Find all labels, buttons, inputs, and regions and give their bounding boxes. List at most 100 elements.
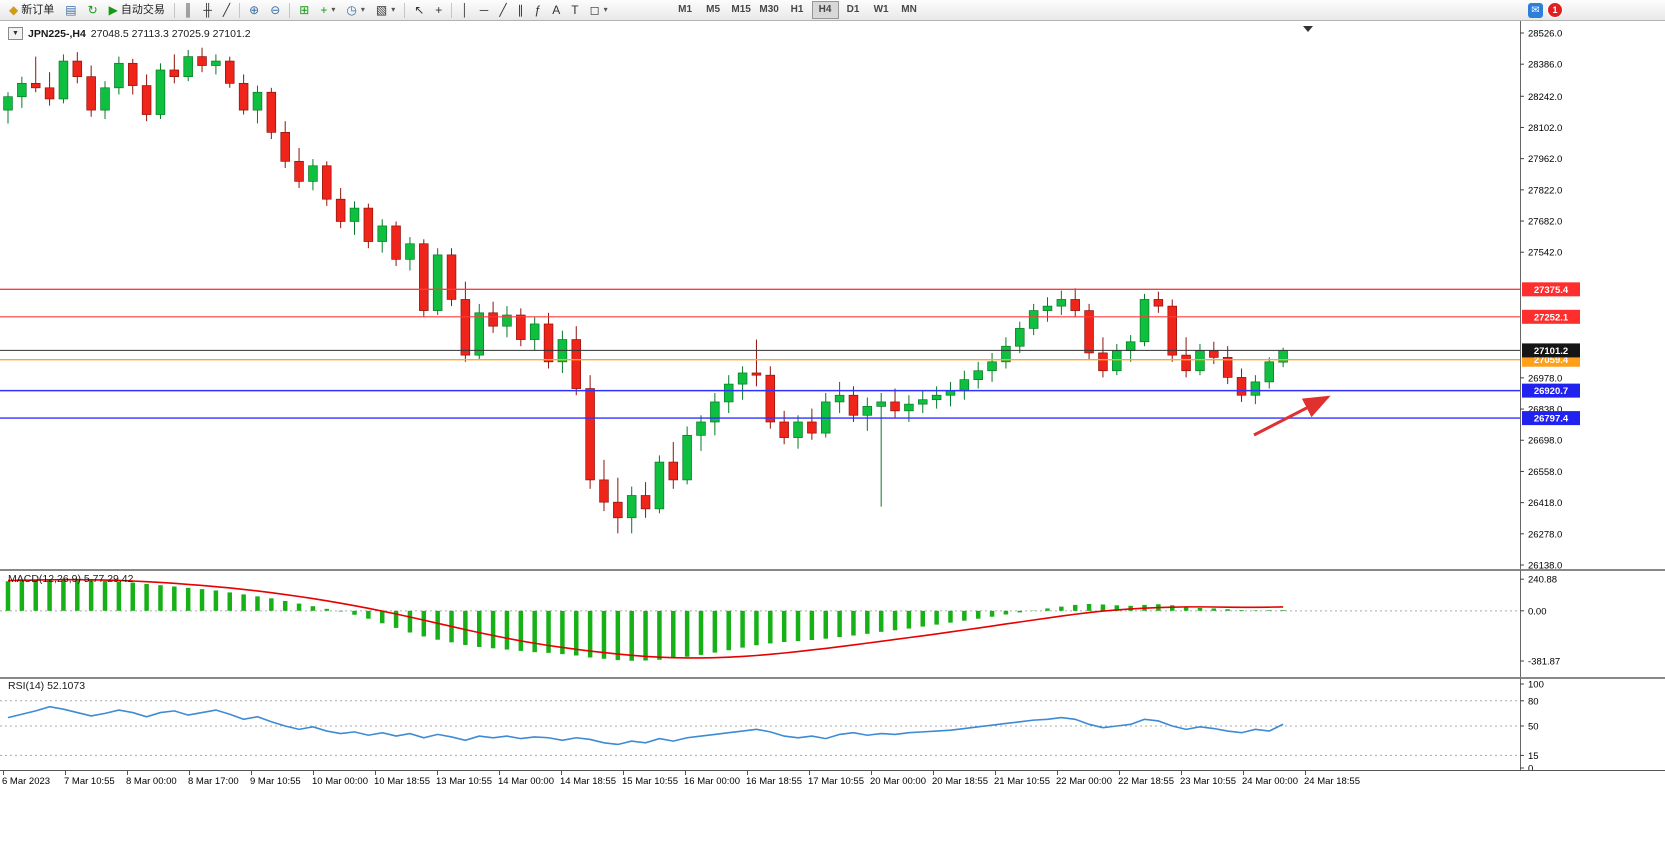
time-axis-tick bbox=[3, 771, 4, 775]
time-axis-label: 9 Mar 10:55 bbox=[250, 776, 301, 787]
profile-button[interactable]: ▤ bbox=[60, 1, 81, 19]
toolbar-right-icons: ✉ 1 bbox=[1528, 2, 1661, 18]
time-axis-label: 14 Mar 00:00 bbox=[498, 776, 554, 787]
svg-text:27962.0: 27962.0 bbox=[1528, 154, 1562, 165]
macd-panel-canvas[interactable]: 240.88 0.00 -381.87 bbox=[0, 570, 1665, 678]
svg-text:26920.7: 26920.7 bbox=[1534, 386, 1568, 397]
channel-tool-button[interactable]: ∥ bbox=[513, 1, 529, 19]
bar-chart-icon: ║ bbox=[183, 3, 193, 17]
time-axis-tick bbox=[1243, 771, 1244, 775]
one-click-trading-toggle[interactable]: ▼ bbox=[8, 27, 23, 40]
time-axis-tick bbox=[127, 771, 128, 775]
price-axis[interactable]: 28526.0 28386.0 28242.0 28102.0 27962.0 27822… bbox=[1520, 21, 1580, 570]
svg-text:50: 50 bbox=[1528, 722, 1539, 733]
time-axis-tick bbox=[685, 771, 686, 775]
refresh-icon: ↻ bbox=[87, 3, 98, 17]
fibonacci-icon: ƒ bbox=[534, 3, 542, 17]
timeframe-h4-button[interactable]: H4 bbox=[811, 1, 839, 19]
zoom-out-icon: ⊖ bbox=[270, 3, 281, 17]
toolbar-separator bbox=[451, 2, 453, 18]
notification-badge[interactable]: 1 bbox=[1547, 2, 1563, 18]
horizontal-line-icon: ─ bbox=[479, 3, 489, 17]
line-chart-type-button[interactable]: ╱ bbox=[218, 1, 235, 19]
timeframe-mn-button[interactable]: MN bbox=[896, 1, 923, 19]
cursor-button[interactable]: ↖ bbox=[409, 1, 429, 19]
timeframe-d1-button[interactable]: D1 bbox=[840, 1, 867, 19]
timeframe-w1-button[interactable]: W1 bbox=[868, 1, 895, 19]
time-axis-tick bbox=[933, 771, 934, 775]
toolbar: ◆ 新订单 ▤ ↻ ▶ 自动交易 ║ ╫ ╱ ⊕ ⊖ ⊞ + ▾ ◷ ▾ ▧ ▾ bbox=[0, 0, 1665, 21]
time-axis-label: 10 Mar 18:55 bbox=[374, 776, 430, 787]
autotrade-button[interactable]: ▶ 自动交易 bbox=[104, 1, 170, 19]
new-order-button[interactable]: ◆ 新订单 bbox=[4, 1, 59, 19]
horizontal-line-tool-button[interactable]: ─ bbox=[475, 1, 494, 19]
chart-shift-marker[interactable] bbox=[1303, 26, 1313, 32]
time-axis-tick bbox=[189, 771, 190, 775]
line-chart-icon: ╱ bbox=[222, 3, 231, 17]
channel-icon: ∥ bbox=[517, 3, 524, 17]
timeframe-group: M1 M5 M15 M30 H1 H4 D1 W1 MN bbox=[672, 1, 923, 19]
dropdown-arrow-icon: ▾ bbox=[331, 5, 336, 14]
time-axis-label: 24 Mar 00:00 bbox=[1242, 776, 1298, 787]
zoom-out-button[interactable]: ⊖ bbox=[265, 1, 285, 19]
time-axis-label: 20 Mar 18:55 bbox=[932, 776, 988, 787]
time-axis[interactable]: 6 Mar 2023 7 Mar 10:55 8 Mar 00:00 8 Mar 17… bbox=[0, 770, 1665, 793]
templates-button[interactable]: ▧ ▾ bbox=[371, 1, 400, 19]
time-axis-label: 7 Mar 10:55 bbox=[64, 776, 115, 787]
svg-text:26797.4: 26797.4 bbox=[1534, 414, 1569, 425]
toolbar-separator bbox=[239, 2, 241, 18]
fibonacci-tool-button[interactable]: ƒ bbox=[530, 1, 547, 19]
zoom-in-icon: ⊕ bbox=[249, 3, 260, 17]
timeframe-h1-button[interactable]: H1 bbox=[784, 1, 811, 19]
periods-clock-button[interactable]: ◷ ▾ bbox=[341, 1, 370, 19]
text-tool-button[interactable]: A bbox=[547, 1, 565, 19]
time-axis-tick bbox=[1057, 771, 1058, 775]
tile-windows-icon: ⊞ bbox=[299, 3, 310, 17]
svg-text:-381.87: -381.87 bbox=[1528, 656, 1560, 667]
horizontal-lines[interactable] bbox=[0, 288, 1520, 419]
toolbar-separator bbox=[404, 2, 406, 18]
svg-text:27542.0: 27542.0 bbox=[1528, 248, 1562, 259]
time-axis-tick bbox=[871, 771, 872, 775]
rsi-indicator-label: RSI(14) 52.1073 bbox=[8, 680, 85, 692]
time-axis-tick bbox=[1119, 771, 1120, 775]
svg-text:15: 15 bbox=[1528, 751, 1539, 762]
shapes-tool-button[interactable]: ◻ ▾ bbox=[585, 1, 613, 19]
time-axis-tick bbox=[1181, 771, 1182, 775]
time-axis-label: 24 Mar 18:55 bbox=[1304, 776, 1360, 787]
messages-icon[interactable]: ✉ bbox=[1528, 2, 1543, 18]
time-axis-tick bbox=[65, 771, 66, 775]
trendline-tool-button[interactable]: ╱ bbox=[494, 1, 511, 19]
templates-icon: ▧ bbox=[375, 3, 388, 17]
toolbar-separator bbox=[173, 2, 175, 18]
refresh-button[interactable]: ↻ bbox=[83, 1, 103, 19]
timeframe-m15-button[interactable]: M15 bbox=[728, 1, 755, 19]
new-order-icon: ◆ bbox=[9, 3, 19, 17]
vertical-line-tool-button[interactable]: │ bbox=[456, 1, 474, 19]
candle-chart-type-button[interactable]: ╫ bbox=[198, 1, 217, 19]
macd-signal-line bbox=[7, 578, 1284, 659]
time-axis-tick bbox=[623, 771, 624, 775]
indicators-button[interactable]: + ▾ bbox=[315, 1, 340, 19]
trend-arrow-annotation[interactable] bbox=[1253, 395, 1331, 437]
svg-text:80: 80 bbox=[1528, 696, 1539, 707]
svg-text:28526.0: 28526.0 bbox=[1528, 29, 1562, 40]
zoom-in-button[interactable]: ⊕ bbox=[244, 1, 264, 19]
time-axis-label: 8 Mar 17:00 bbox=[188, 776, 239, 787]
rsi-line bbox=[7, 705, 1284, 746]
bar-chart-type-button[interactable]: ║ bbox=[179, 1, 198, 19]
cursor-icon: ↖ bbox=[414, 3, 425, 17]
macd-label-text: MACD(12,26,9) 5.77 29.42 bbox=[8, 573, 134, 585]
tile-windows-button[interactable]: ⊞ bbox=[294, 1, 314, 19]
label-tool-button[interactable]: T bbox=[566, 1, 583, 19]
main-chart-canvas[interactable]: 28526.0 28386.0 28242.0 28102.0 27962.0 27822… bbox=[0, 21, 1665, 570]
timeframe-m30-button[interactable]: M30 bbox=[756, 1, 783, 19]
time-axis-label: 22 Mar 18:55 bbox=[1118, 776, 1174, 787]
timeframe-m1-button[interactable]: M1 bbox=[672, 1, 699, 19]
dropdown-arrow-icon: ▾ bbox=[603, 5, 608, 14]
time-axis-label: 15 Mar 10:55 bbox=[622, 776, 678, 787]
svg-text:100: 100 bbox=[1528, 680, 1544, 691]
rsi-panel-canvas[interactable]: 100 80 50 15 0 bbox=[0, 678, 1665, 770]
crosshair-button[interactable]: + bbox=[430, 1, 447, 19]
timeframe-m5-button[interactable]: M5 bbox=[700, 1, 727, 19]
